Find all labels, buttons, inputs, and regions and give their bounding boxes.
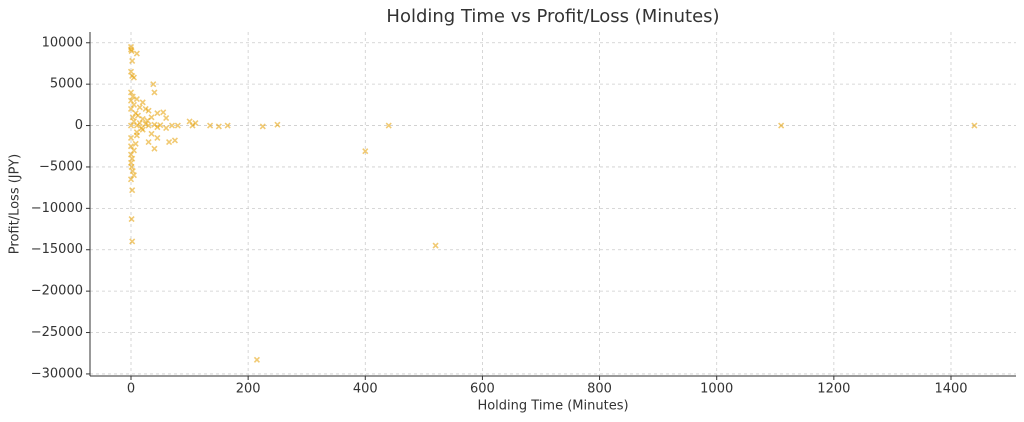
point [778, 122, 785, 129]
x-tick-label: 800 [587, 382, 612, 397]
point [142, 105, 149, 113]
point [151, 89, 158, 96]
point [163, 115, 170, 122]
x-axis-label: Holding Time (Minutes) [477, 399, 628, 414]
point [224, 122, 231, 129]
point [168, 122, 176, 129]
point [136, 104, 143, 111]
x-tick-label: 400 [353, 382, 378, 397]
point [385, 122, 392, 129]
point [139, 99, 146, 106]
point [127, 105, 135, 113]
point [154, 124, 161, 131]
x-tick-label: 0 [127, 382, 135, 397]
point [145, 107, 152, 114]
y-tick-label: −10000 [31, 201, 83, 216]
point [160, 109, 167, 116]
point [130, 74, 137, 81]
point [130, 147, 137, 154]
point [144, 117, 151, 124]
point [129, 155, 136, 162]
point [215, 123, 222, 130]
point [154, 110, 161, 117]
point [253, 356, 260, 363]
point [134, 112, 142, 119]
y-tick-label: −5000 [39, 159, 83, 174]
point [130, 172, 137, 179]
point [139, 115, 146, 122]
point [189, 122, 196, 129]
point [129, 93, 136, 100]
y-tick-label: 0 [75, 118, 83, 133]
point [148, 130, 155, 137]
point [274, 121, 281, 128]
point [129, 238, 136, 245]
y-tick-label: −15000 [31, 242, 83, 257]
point [171, 137, 178, 144]
x-tick-label: 600 [470, 382, 495, 397]
point [432, 242, 439, 249]
point [128, 163, 135, 171]
point [163, 124, 170, 132]
point [129, 168, 136, 175]
point [133, 50, 140, 57]
point [130, 118, 137, 125]
y-axis-label: Profit/Loss (JPY) [8, 154, 23, 254]
point [207, 122, 214, 129]
y-tick-label: −20000 [31, 284, 83, 299]
point [151, 145, 158, 152]
point [174, 122, 181, 129]
point [132, 140, 139, 147]
x-tick-label: 1200 [817, 382, 850, 397]
point [133, 132, 140, 139]
point [186, 118, 193, 125]
point [133, 122, 140, 129]
point [129, 57, 136, 65]
x-tick-label: 1400 [934, 382, 967, 397]
x-tick-label: 200 [236, 382, 261, 397]
point [127, 134, 135, 142]
point [259, 123, 266, 130]
point [130, 101, 137, 108]
point [145, 122, 152, 129]
x-tick-label: 1000 [700, 382, 733, 397]
y-tick-label: 5000 [50, 77, 83, 92]
y-tick-label: −25000 [31, 325, 83, 340]
point [166, 139, 173, 146]
point [150, 81, 157, 88]
point [154, 134, 161, 142]
point [971, 122, 978, 129]
point [138, 124, 145, 132]
point [129, 114, 136, 121]
y-tick-label: −30000 [31, 366, 83, 381]
point [133, 95, 140, 103]
point [127, 151, 135, 158]
point [129, 187, 136, 194]
point [362, 148, 369, 155]
point [145, 139, 152, 146]
point [128, 47, 135, 55]
y-tick-label: 10000 [42, 35, 83, 50]
point [127, 89, 135, 96]
point [127, 68, 135, 75]
chart-title: Holding Time vs Profit/Loss (Minutes) [386, 6, 719, 27]
point [127, 122, 135, 129]
point [128, 216, 135, 223]
point [127, 143, 135, 150]
point [127, 176, 135, 183]
point [127, 97, 135, 104]
